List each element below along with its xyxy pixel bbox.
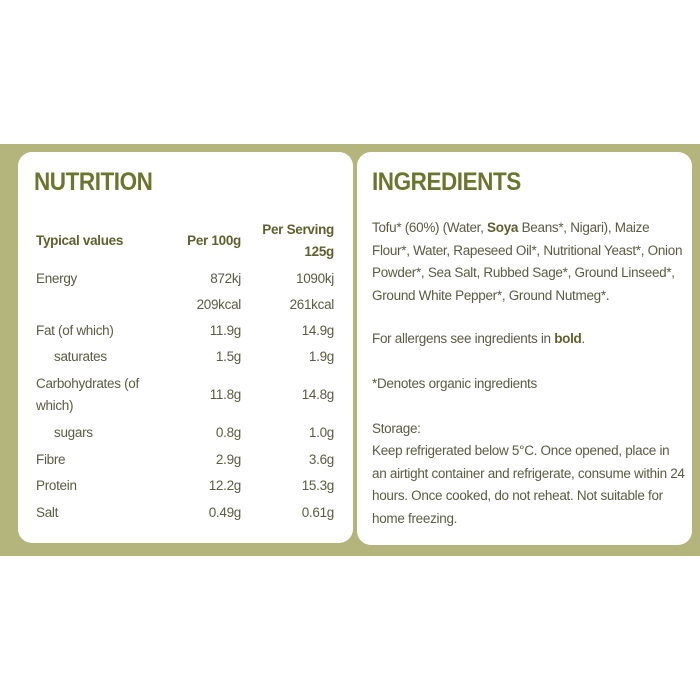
ingredients-list: Tofu* (60%) (Water, Soya Beans*, Nigari)…: [372, 217, 687, 307]
row-per100: 0.8g: [215, 425, 241, 440]
ingredients-text-rest: Beans*, Nigari), Maize Flour*, Water, Ra…: [372, 220, 683, 303]
row-serving: 261kcal: [289, 297, 335, 312]
storage-label: Storage:: [372, 421, 421, 436]
row-serving: 1090kj: [296, 271, 334, 286]
header-per-serving: Per Serving: [262, 222, 334, 237]
row-per100: 2.9g: [215, 452, 241, 467]
ingredients-title: INGREDIENTS: [372, 168, 521, 196]
row-serving: 14.8g: [301, 387, 335, 402]
allergen-end: .: [581, 331, 586, 346]
allergen-soya: Soya: [487, 220, 519, 235]
row-per100: 11.8g: [209, 387, 242, 402]
row-label-continued: which): [36, 398, 74, 413]
allergen-note: For allergens see ingredients in bold.: [372, 328, 687, 351]
row-label: Salt: [36, 505, 59, 520]
organic-note: *Denotes organic ingredients: [372, 376, 537, 391]
row-per100: 11.9g: [209, 323, 242, 338]
allergen-bold-word: bold: [554, 331, 582, 346]
nutrition-panel: NUTRITION Typical values Per 100g Per Se…: [18, 152, 353, 543]
ingredients-text: Tofu* (60%) (Water,: [372, 220, 488, 235]
row-per100: 209kcal: [196, 297, 242, 312]
row-label: Fat (of which): [36, 323, 114, 338]
row-serving: 1.0g: [308, 425, 334, 440]
header-per-100g: Per 100g: [187, 233, 241, 248]
row-per100: 12.2g: [208, 478, 242, 493]
row-serving: 15.3g: [301, 478, 335, 493]
row-label: Energy: [36, 271, 77, 286]
allergen-text: For allergens see ingredients in: [372, 331, 555, 346]
nutrition-title: NUTRITION: [34, 168, 153, 196]
row-per100: 1.5g: [215, 349, 241, 364]
row-label: Protein: [36, 478, 77, 493]
ingredients-panel: INGREDIENTS Tofu* (60%) (Water, Soya Bea…: [357, 152, 692, 545]
row-label: saturates: [54, 349, 107, 364]
row-label: sugars: [54, 425, 93, 440]
storage-text: Keep refrigerated below 5°C. Once opened…: [372, 443, 685, 526]
row-per100: 0.49g: [208, 505, 242, 520]
header-typical-values: Typical values: [36, 233, 124, 248]
row-serving: 14.9g: [301, 323, 335, 338]
header-serving-size: 125g: [304, 244, 334, 259]
row-per100: 872kj: [210, 271, 241, 286]
row-serving: 0.61g: [301, 505, 335, 520]
row-label: Carbohydrates (of: [36, 376, 139, 391]
row-serving: 3.6g: [308, 452, 334, 467]
row-serving: 1.9g: [308, 349, 334, 364]
row-label: Fibre: [36, 452, 66, 467]
